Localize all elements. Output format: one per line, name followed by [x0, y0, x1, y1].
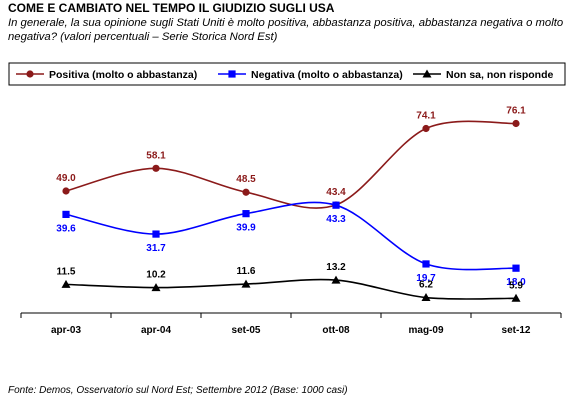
- legend-box: [8, 62, 566, 86]
- x-tick-label: set-05: [232, 325, 261, 336]
- series-lines: [65, 120, 517, 300]
- data-point-marker: [331, 275, 341, 284]
- chart-title: COME E CAMBIATO NEL TEMPO IL GIUDIZIO SU…: [8, 1, 335, 15]
- data-point-marker: [512, 264, 520, 272]
- data-point-marker: [152, 164, 160, 172]
- data-point-marker: [241, 279, 251, 288]
- data-point-marker: [422, 124, 430, 133]
- data-label: 43.3: [326, 214, 346, 225]
- data-point-marker: [512, 119, 520, 128]
- x-tick-label: ott-08: [322, 325, 350, 336]
- data-point-marker: [511, 293, 521, 302]
- x-axis-ticks: [20, 313, 562, 318]
- legend-marker: [422, 69, 432, 78]
- x-tick-label: apr-04: [141, 325, 171, 336]
- data-label: 49.0: [56, 173, 76, 184]
- data-label: 13.2: [326, 262, 346, 273]
- data-point-marker: [62, 187, 70, 195]
- data-point-marker: [242, 188, 250, 196]
- data-label: 76.1: [506, 106, 526, 117]
- data-label: 74.1: [416, 110, 436, 121]
- x-tick-label: apr-03: [51, 325, 81, 336]
- data-point-marker: [422, 260, 430, 268]
- series-markers: [61, 119, 521, 302]
- legend-label: Negativa (molto o abbastanza): [251, 69, 403, 81]
- series-line-1: [65, 120, 517, 209]
- legend-label: Positiva (molto o abbastanza): [49, 69, 197, 81]
- legend-marker: [26, 70, 34, 78]
- data-point-marker: [421, 293, 431, 302]
- data-labels: 49.0 58.1 48.5 43.4 74.1 76.1 39.6 31.7 39.9 43.3…: [56, 106, 526, 292]
- data-label: 11.6: [237, 266, 256, 277]
- data-label: 43.4: [326, 187, 346, 198]
- data-label: 6.2: [419, 280, 433, 291]
- data-label: 58.1: [146, 150, 166, 161]
- data-label: 48.5: [236, 174, 256, 185]
- series-line-2: [65, 201, 517, 271]
- data-point-marker: [61, 279, 71, 288]
- data-label: 31.7: [146, 243, 166, 254]
- line-chart: Positiva (molto o abbastanza) Negativa (m…: [8, 62, 566, 336]
- data-label: 19.7: [416, 273, 436, 284]
- data-point-marker: [242, 210, 250, 218]
- data-label: 11.5: [57, 266, 76, 277]
- x-tick-label: mag-09: [408, 325, 443, 336]
- legend-marker: [228, 70, 236, 78]
- legend-label: Non sa, non risponde: [446, 69, 553, 81]
- source-note: Fonte: Demos, Osservatorio sul Nord Est;…: [8, 385, 348, 396]
- data-label: 39.9: [236, 223, 256, 234]
- legend: Positiva (molto o abbastanza) Negativa (m…: [16, 69, 553, 81]
- data-point-marker: [152, 230, 160, 238]
- data-point-marker: [62, 210, 70, 218]
- data-label: 18.0: [506, 277, 526, 288]
- x-axis-labels: apr-03 apr-04 set-05 ott-08 mag-09 set-12: [51, 325, 531, 336]
- data-label: 10.2: [146, 270, 166, 281]
- data-point-marker: [151, 283, 161, 292]
- series-line-3: [65, 278, 517, 300]
- chart-subtitle: In generale, la sua opinione sugli Stati…: [8, 17, 564, 43]
- x-tick-label: set-12: [502, 325, 531, 336]
- data-point-marker: [332, 201, 340, 209]
- data-label: 39.6: [56, 223, 76, 234]
- data-label: 5.9: [509, 280, 523, 291]
